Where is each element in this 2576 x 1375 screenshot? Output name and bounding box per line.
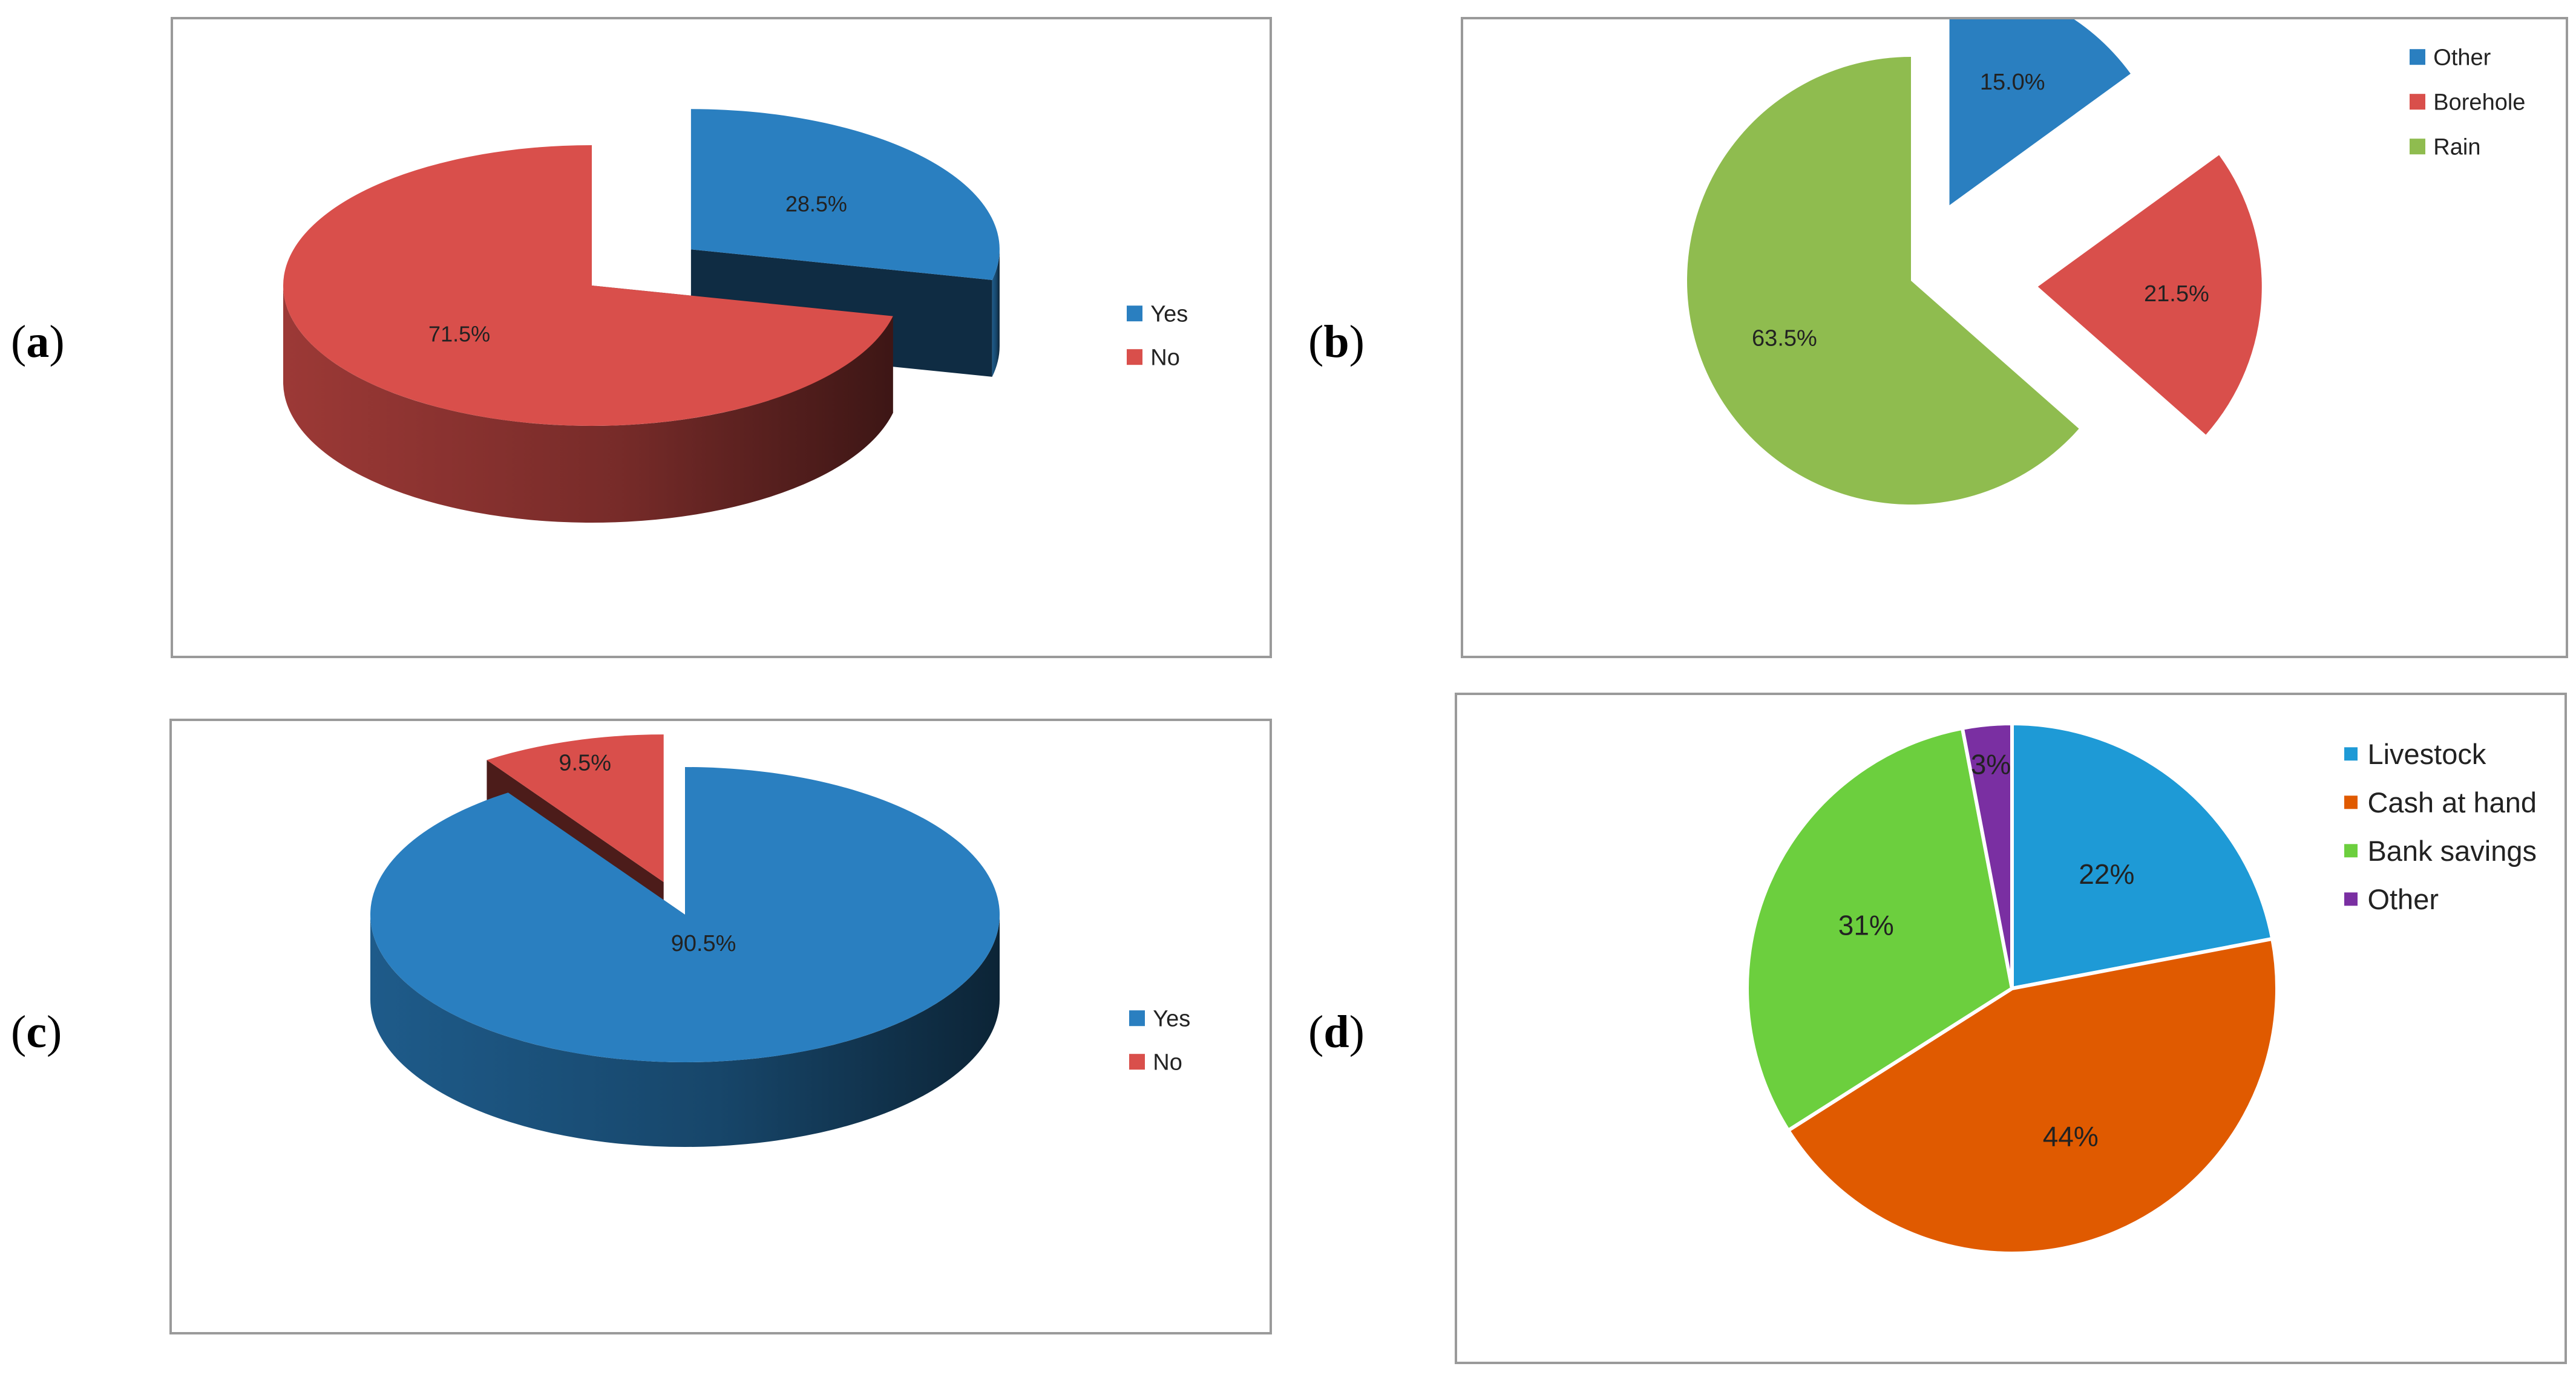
- chart-a-data-label-yes: 28.5%: [785, 191, 847, 216]
- chart-a-legend-label-yes: Yes: [1150, 302, 1188, 327]
- chart-d-legend-item-cash-at-hand: Cash at hand: [2344, 786, 2537, 818]
- chart-c-legend-swatch-yes: [1129, 1010, 1145, 1027]
- chart-b-slice-other: [1949, 19, 2131, 206]
- chart-b-legend-label-borehole: Borehole: [2433, 90, 2525, 116]
- chart-a-legend-item-no: No: [1127, 345, 1180, 371]
- chart-b-legend-item-rain: Rain: [2410, 135, 2480, 160]
- chart-d-legend-label-livestock: Livestock: [2367, 738, 2486, 770]
- chart-b-slice-borehole: [2037, 155, 2262, 435]
- chart-b-legend-swatch-rain: [2410, 139, 2425, 155]
- chart-a-legend-swatch-no: [1127, 349, 1142, 365]
- chart-c-legend-label-yes: Yes: [1153, 1007, 1190, 1032]
- panel-label-d: (d): [1308, 1007, 1365, 1057]
- chart-d-legend-swatch-bank-savings: [2344, 844, 2358, 858]
- chart-a-legend-item-yes: Yes: [1127, 302, 1188, 327]
- chart-d-slice-other: [1960, 721, 2014, 989]
- chart-d-data-label-cash-at-hand: 44%: [2043, 1120, 2099, 1152]
- panel-label-b: (b): [1308, 316, 1365, 367]
- chart-d-slice-bank-savings: [1745, 726, 2014, 1133]
- chart-d-data-label-livestock: 22%: [2079, 858, 2134, 890]
- panel-letter: a: [26, 316, 50, 367]
- panel-letter: d: [1323, 1007, 1349, 1057]
- chart-d-legend-label-cash-at-hand: Cash at hand: [2367, 786, 2537, 818]
- chart-a-legend-label-no: No: [1150, 345, 1180, 371]
- chart-a-frame: 28.5% 71.5% Yes No: [171, 17, 1272, 658]
- chart-d-legend-item-livestock: Livestock: [2344, 738, 2486, 770]
- chart-d-legend-swatch-livestock: [2344, 747, 2358, 761]
- chart-c-data-label-no: 9.5%: [559, 750, 611, 776]
- chart-d-slice-cash-at-hand: [1786, 936, 2279, 1255]
- chart-d-legend-label-bank-savings: Bank savings: [2367, 835, 2537, 867]
- chart-c-legend-item-yes: Yes: [1129, 1007, 1190, 1032]
- panel-label-c: (c): [11, 1007, 62, 1057]
- chart-b-legend-item-borehole: Borehole: [2410, 90, 2525, 116]
- chart-a-data-label-no: 71.5%: [428, 321, 490, 346]
- chart-d-legend-item-other: Other: [2344, 883, 2439, 915]
- chart-b-legend-item-other: Other: [2410, 45, 2491, 71]
- chart-d-legend-item-bank-savings: Bank savings: [2344, 835, 2537, 867]
- chart-d-legend-swatch-other: [2344, 892, 2358, 906]
- chart-c-slice-yes: [370, 767, 1000, 1062]
- chart-b-data-label-borehole: 21.5%: [2144, 281, 2209, 307]
- chart-b-slice-rain: [1687, 57, 2079, 505]
- chart-d: 22% 44% 31% 3% Livestock Cash at hand Bank sav…: [1745, 721, 2537, 1255]
- panel-letter: b: [1323, 316, 1349, 367]
- chart-d-slice-livestock: [2010, 721, 2275, 991]
- chart-b-legend-label-rain: Rain: [2433, 135, 2480, 160]
- chart-c: 90.5% 9.5% Yes No: [370, 734, 1190, 1147]
- chart-b-data-label-other: 15.0%: [1980, 70, 2045, 95]
- chart-c-legend-label-no: No: [1153, 1050, 1182, 1076]
- chart-b-legend-swatch-borehole: [2410, 94, 2425, 110]
- chart-b-data-label-rain: 63.5%: [1752, 326, 1817, 351]
- chart-b-legend-swatch-other: [2410, 49, 2425, 65]
- chart-d-data-label-bank-savings: 31%: [1838, 910, 1894, 941]
- chart-c-data-label-yes: 90.5%: [671, 931, 736, 956]
- chart-d-legend-swatch-cash-at-hand: [2344, 795, 2358, 809]
- chart-c-legend-item-no: No: [1129, 1050, 1182, 1076]
- chart-d-legend-label-other: Other: [2367, 883, 2439, 915]
- chart-d-frame: 22% 44% 31% 3% Livestock Cash at hand Bank sav…: [1455, 693, 2567, 1364]
- chart-d-data-label-other: 3%: [1971, 748, 2011, 780]
- chart-a: 28.5% 71.5% Yes No: [283, 109, 1188, 523]
- chart-b-legend-label-other: Other: [2433, 45, 2491, 71]
- chart-b: 15.0% 21.5% 63.5% Other Borehole Rain: [1687, 19, 2525, 505]
- chart-c-frame: 90.5% 9.5% Yes No: [169, 719, 1272, 1334]
- chart-a-legend-swatch-yes: [1127, 305, 1142, 322]
- chart-c-slice-no: [487, 734, 664, 883]
- chart-b-frame: 15.0% 21.5% 63.5% Other Borehole Rain: [1461, 17, 2568, 658]
- chart-c-legend-swatch-no: [1129, 1054, 1145, 1070]
- chart-a-slice-yes: [690, 109, 1000, 280]
- panel-label-a: (a): [11, 316, 65, 367]
- panel-letter: c: [26, 1007, 47, 1057]
- chart-a-slice-no: [283, 145, 893, 426]
